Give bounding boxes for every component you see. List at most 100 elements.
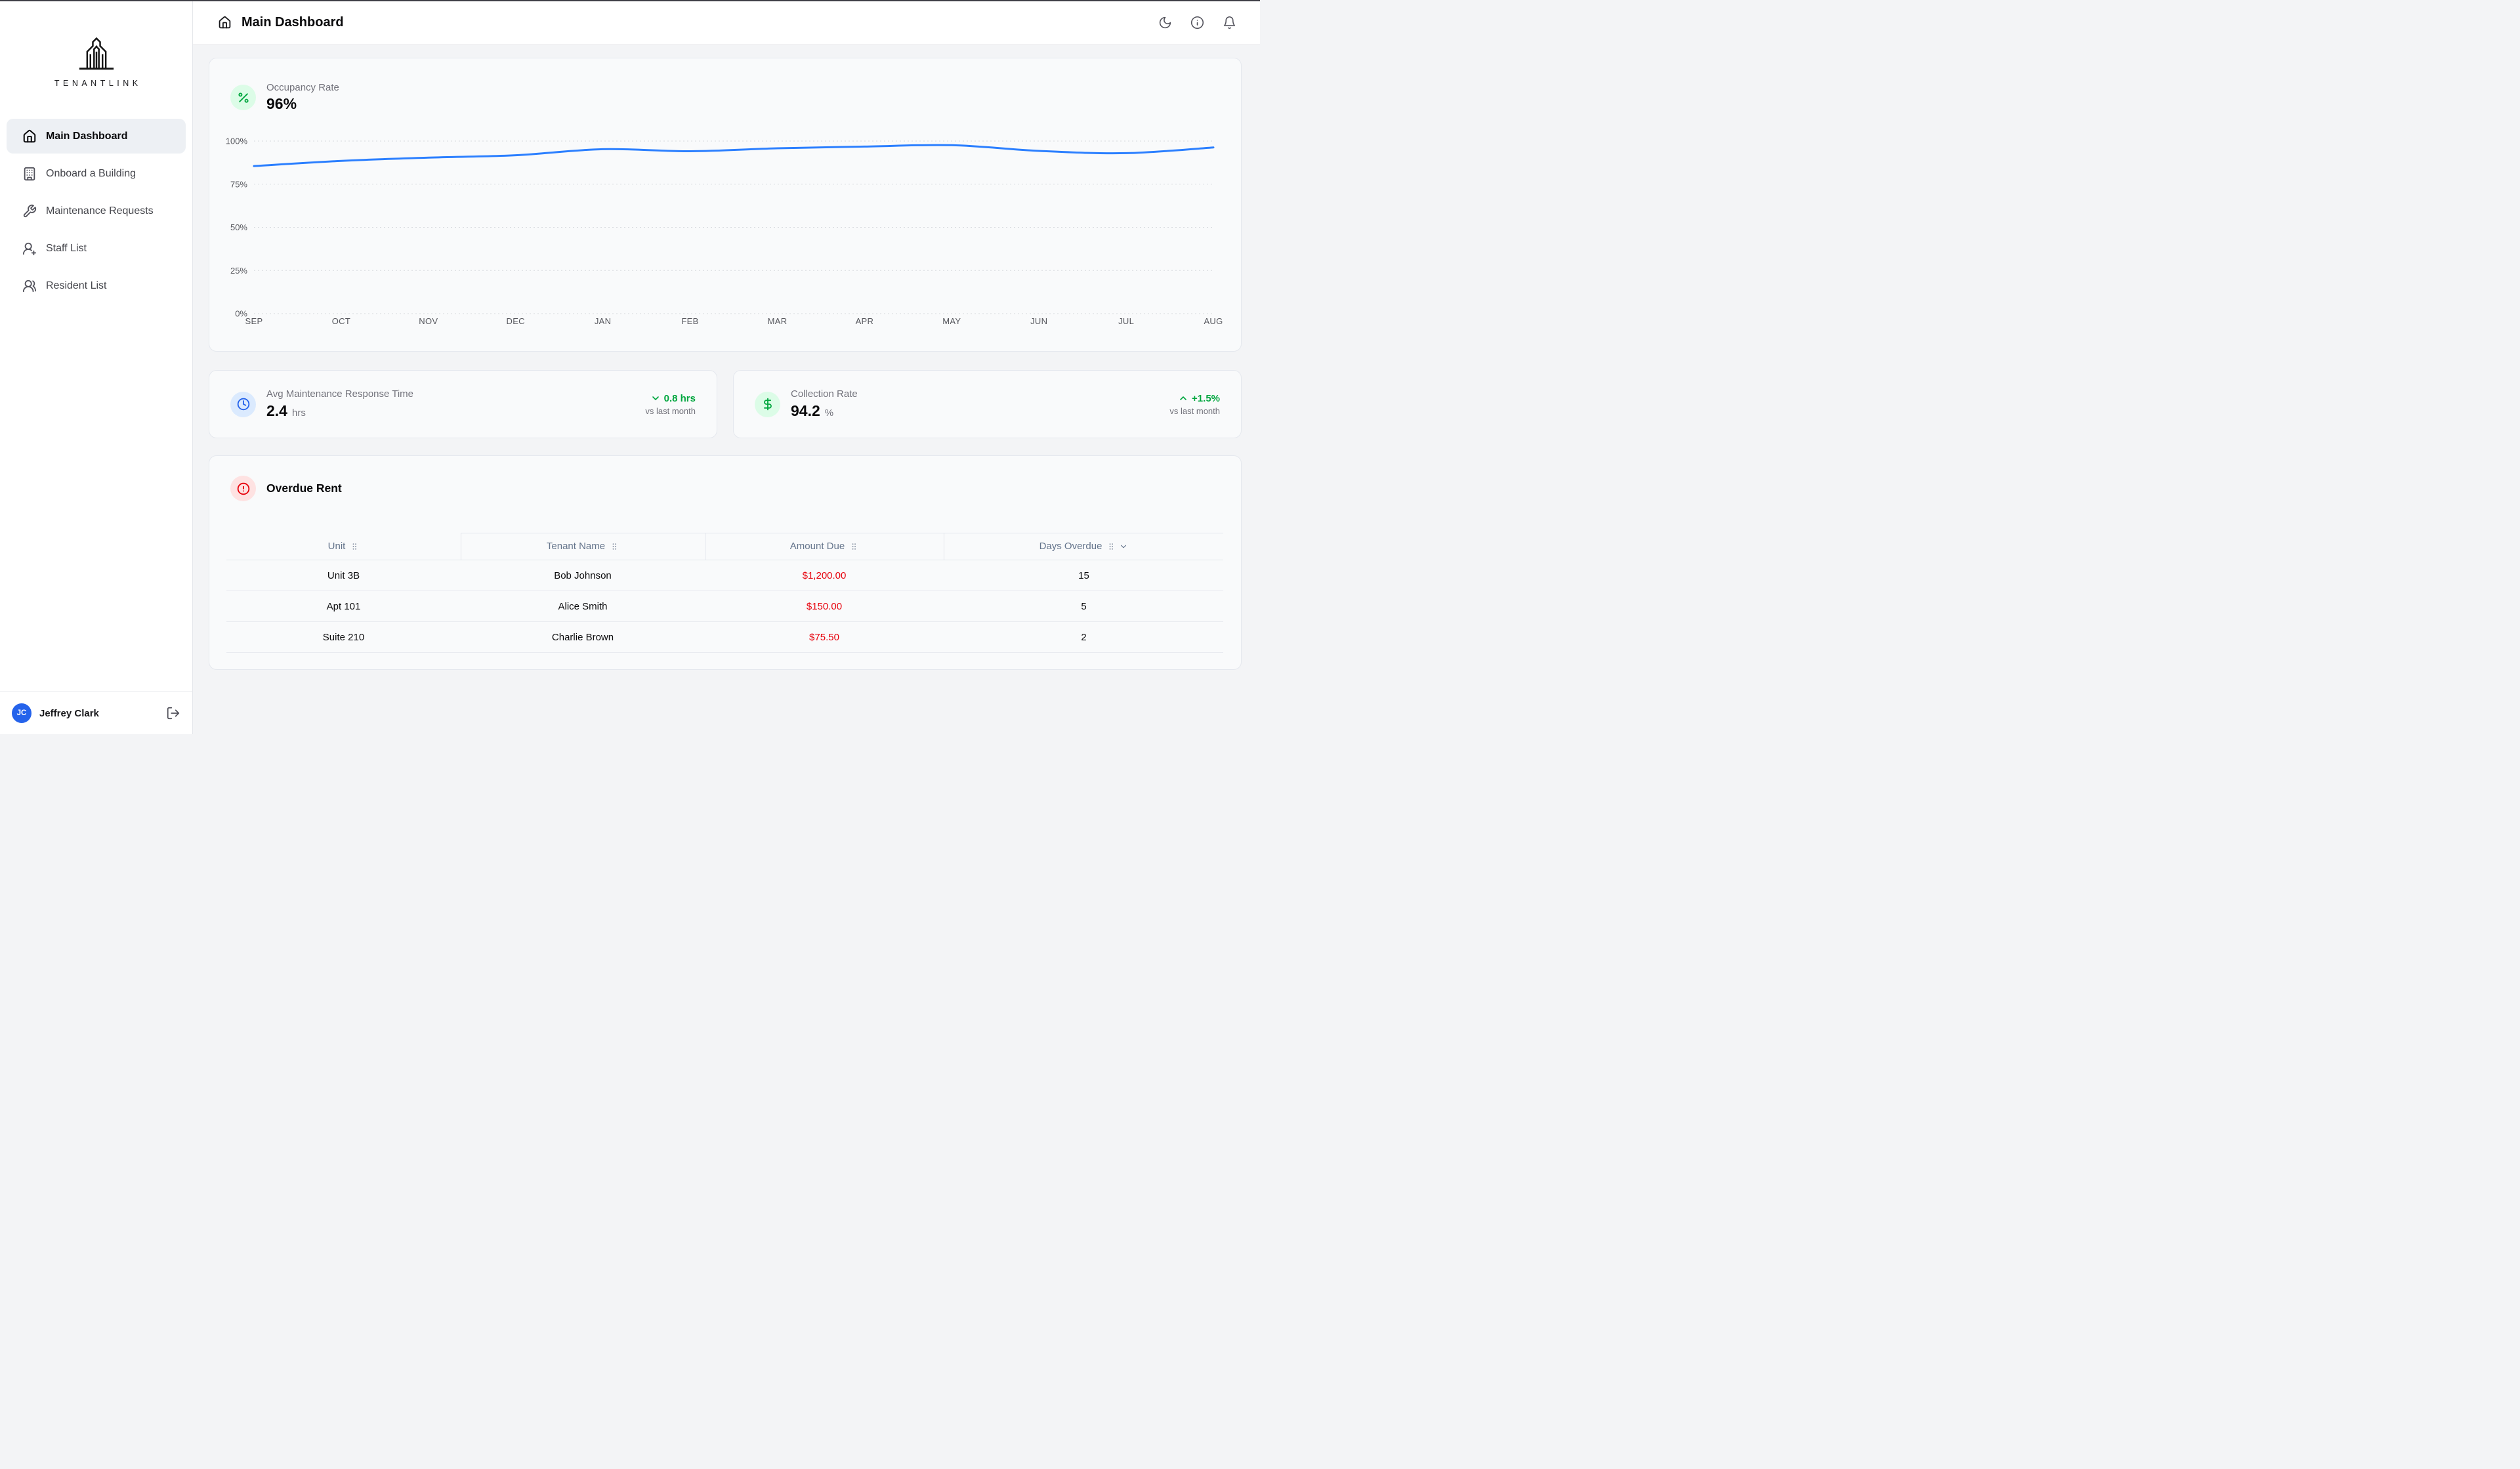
cell-unit: Suite 210 — [322, 631, 365, 643]
column-header-tenant[interactable]: Tenant Name — [461, 533, 705, 560]
users-icon — [22, 279, 46, 293]
cell-amount-due: $150.00 — [806, 600, 843, 612]
stat-delta-block: +1.5% vs last month — [1169, 393, 1220, 416]
sidebar: TENANTLINK Main Dashboard Onboard a Build… — [0, 1, 193, 734]
x-axis-tick-label: NOV — [419, 316, 438, 326]
grip-icon[interactable] — [849, 542, 858, 551]
overdue-rent-card: Overdue Rent Unit Tenant Name Amount Due Da… — [209, 455, 1242, 670]
y-axis-tick-label: 100% — [226, 136, 248, 146]
content: Occupancy Rate 96% 0% 25% 50% 75% 100% SEP OCT… — [193, 45, 1260, 734]
column-label: Tenant Name — [546, 541, 606, 552]
grip-icon[interactable] — [350, 542, 359, 551]
stat-delta-note: vs last month — [645, 405, 696, 416]
occupancy-label: Occupancy Rate — [266, 82, 339, 93]
x-axis-tick-label: JAN — [595, 316, 611, 326]
building-icon — [22, 167, 46, 181]
top-loading-strip — [0, 0, 1260, 1]
table-row: Apt 101 Alice Smith $150.00 5 — [226, 591, 1223, 622]
logout-icon[interactable] — [166, 706, 180, 720]
stat-value: 94.2 — [791, 402, 820, 419]
clock-icon — [230, 391, 256, 417]
home-icon — [218, 16, 232, 30]
table-row: Unit 3B Bob Johnson $1,200.00 15 — [226, 560, 1223, 591]
x-axis-tick-label: FEB — [681, 316, 698, 326]
overdue-title: Overdue Rent — [266, 482, 342, 495]
occupancy-texts: Occupancy Rate 96% — [266, 82, 339, 113]
column-label: Unit — [327, 541, 346, 552]
cell-tenant: Bob Johnson — [554, 569, 612, 581]
chevron-up-icon — [1178, 393, 1188, 403]
overdue-table-header: Unit Tenant Name Amount Due Days Overdue — [226, 533, 1223, 560]
stat-delta-value: +1.5% — [1192, 392, 1220, 404]
overdue-card-head: Overdue Rent — [209, 456, 1241, 501]
cell-tenant: Alice Smith — [558, 600, 608, 612]
occupancy-line-chart: 0% 25% 50% 75% 100% SEP OCT NOV DEC JAN FEB MAR APR M… — [226, 136, 1223, 327]
app-root: TENANTLINK Main Dashboard Onboard a Build… — [0, 0, 1260, 734]
x-axis-tick-label: APR — [856, 316, 874, 326]
sidebar-item-main-dashboard[interactable]: Main Dashboard — [7, 119, 186, 154]
wrench-icon — [22, 204, 46, 218]
grip-icon[interactable] — [1106, 542, 1116, 551]
stat-delta-block: 0.8 hrs vs last month — [645, 393, 696, 416]
stat-card-avg-maintenance-response-time: Avg Maintenance Response Time 2.4 hrs 0.8 h… — [209, 370, 717, 438]
x-axis-tick-label: OCT — [332, 316, 350, 326]
cell-amount-due: $75.50 — [809, 631, 839, 643]
column-header-amount[interactable]: Amount Due — [705, 533, 944, 560]
user-plus-icon — [22, 241, 46, 256]
cell-amount-due: $1,200.00 — [802, 569, 847, 581]
cell-days-overdue: 2 — [1081, 631, 1087, 643]
occupancy-line — [253, 144, 1215, 167]
dollar-icon — [755, 391, 780, 417]
bell-icon[interactable] — [1223, 16, 1236, 30]
sidebar-item-label: Resident List — [46, 279, 107, 291]
stat-texts: Collection Rate 94.2% — [791, 388, 858, 420]
cell-days-overdue: 5 — [1081, 600, 1087, 612]
stat-texts: Avg Maintenance Response Time 2.4 hrs — [266, 388, 413, 420]
tenantlink-logo-icon — [79, 37, 114, 70]
header: Main Dashboard — [193, 1, 1260, 45]
x-axis-tick-label: DEC — [507, 316, 525, 326]
main-area: Main Dashboard Occupancy Rate 96% 0% 25% 5… — [193, 1, 1260, 734]
user-name: Jeffrey Clark — [39, 707, 99, 719]
x-axis-tick-label: JUN — [1030, 316, 1047, 326]
sidebar-item-resident-list[interactable]: Resident List — [7, 268, 186, 303]
occupancy-card-head: Occupancy Rate 96% — [209, 58, 1241, 113]
house-icon — [22, 129, 46, 144]
x-axis-tick-label: MAR — [768, 316, 788, 326]
stat-value: 2.4 — [266, 402, 287, 419]
stat-delta-value: 0.8 hrs — [663, 392, 696, 404]
stat-card-collection-rate: Collection Rate 94.2% +1.5% vs last month — [733, 370, 1242, 438]
overdue-table-body: Unit 3B Bob Johnson $1,200.00 15 Apt 101 Alic… — [226, 560, 1223, 653]
chevron-down-icon — [650, 393, 661, 403]
moon-icon[interactable] — [1158, 16, 1172, 30]
x-axis-tick-label: SEP — [245, 316, 263, 326]
overdue-table: Unit Tenant Name Amount Due Days Overdue Un… — [226, 533, 1223, 653]
grip-icon[interactable] — [610, 542, 619, 551]
column-header-days[interactable]: Days Overdue — [944, 533, 1224, 560]
column-header-unit[interactable]: Unit — [226, 533, 461, 560]
sidebar-item-staff-list[interactable]: Staff List — [7, 231, 186, 266]
cell-days-overdue: 15 — [1078, 569, 1089, 581]
y-axis-tick-label: 25% — [230, 266, 247, 276]
stats-row: Avg Maintenance Response Time 2.4 hrs 0.8 h… — [209, 370, 1242, 438]
sidebar-user-section: JC Jeffrey Clark — [0, 692, 192, 734]
stat-label: Avg Maintenance Response Time — [266, 388, 414, 400]
y-axis-tick-label: 0% — [235, 309, 247, 319]
sidebar-nav: Main Dashboard Onboard a Building Maintena… — [0, 119, 192, 303]
avatar: JC — [12, 703, 32, 723]
alert-circle-icon — [230, 476, 256, 501]
info-icon[interactable] — [1190, 16, 1204, 30]
cell-unit: Apt 101 — [326, 600, 361, 612]
sort-chevron-down-icon[interactable] — [1120, 542, 1128, 551]
cell-tenant: Charlie Brown — [551, 631, 614, 643]
percent-icon — [230, 85, 256, 110]
x-axis-tick-label: MAY — [942, 316, 961, 326]
sidebar-item-onboard-a-building[interactable]: Onboard a Building — [7, 156, 186, 191]
header-actions — [1158, 16, 1236, 30]
x-axis-tick-label: JUL — [1118, 316, 1134, 326]
table-row: Suite 210 Charlie Brown $75.50 2 — [226, 622, 1223, 653]
sidebar-item-maintenance-requests[interactable]: Maintenance Requests — [7, 194, 186, 228]
column-label: Days Overdue — [1039, 541, 1102, 552]
column-label: Amount Due — [789, 541, 845, 552]
stat-unit: hrs — [291, 407, 306, 419]
